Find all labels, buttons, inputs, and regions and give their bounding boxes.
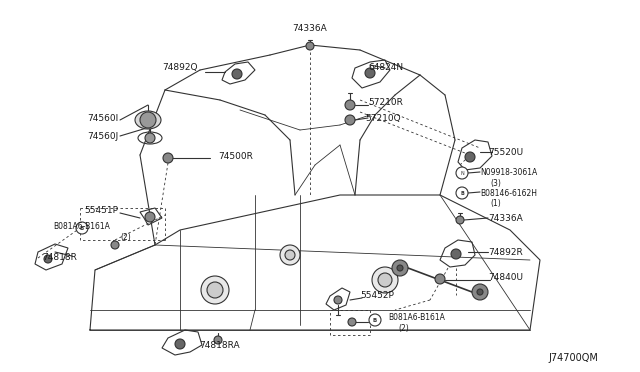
- Circle shape: [397, 265, 403, 271]
- Text: 74336A: 74336A: [292, 23, 328, 32]
- Text: (1): (1): [490, 199, 500, 208]
- Text: J74700QM: J74700QM: [548, 353, 598, 363]
- Text: 57210Q: 57210Q: [365, 113, 401, 122]
- Circle shape: [456, 167, 468, 179]
- Text: 74818RA: 74818RA: [200, 340, 240, 350]
- Circle shape: [435, 274, 445, 284]
- Circle shape: [306, 42, 314, 50]
- Text: N: N: [460, 170, 464, 176]
- Circle shape: [145, 212, 155, 222]
- Circle shape: [111, 241, 119, 249]
- Text: B: B: [80, 225, 84, 231]
- Text: 74560I: 74560I: [87, 113, 118, 122]
- Circle shape: [76, 222, 88, 234]
- Text: 75520U: 75520U: [488, 148, 523, 157]
- Circle shape: [378, 273, 392, 287]
- Text: 55451P: 55451P: [84, 205, 118, 215]
- Text: (2): (2): [398, 324, 409, 334]
- Text: 74892Q: 74892Q: [163, 62, 198, 71]
- Text: 74818R: 74818R: [42, 253, 77, 263]
- Text: B081A6-B161A: B081A6-B161A: [388, 314, 445, 323]
- Text: B081A6-B161A: B081A6-B161A: [53, 221, 110, 231]
- Circle shape: [477, 289, 483, 295]
- Text: 64824N: 64824N: [368, 62, 403, 71]
- Text: N09918-3061A: N09918-3061A: [480, 167, 537, 176]
- Circle shape: [163, 153, 173, 163]
- Circle shape: [201, 276, 229, 304]
- Circle shape: [207, 282, 223, 298]
- Circle shape: [345, 115, 355, 125]
- Circle shape: [280, 245, 300, 265]
- Circle shape: [44, 255, 52, 263]
- Ellipse shape: [135, 111, 161, 129]
- Circle shape: [372, 267, 398, 293]
- Text: B08146-6162H: B08146-6162H: [480, 189, 537, 198]
- Text: 74336A: 74336A: [488, 214, 523, 222]
- Circle shape: [456, 216, 464, 224]
- Text: (3): (3): [490, 179, 501, 187]
- Text: B: B: [373, 317, 377, 323]
- Circle shape: [472, 284, 488, 300]
- Text: 74560J: 74560J: [87, 131, 118, 141]
- Text: 55452P: 55452P: [360, 291, 394, 299]
- Circle shape: [175, 339, 185, 349]
- Circle shape: [365, 68, 375, 78]
- Circle shape: [145, 133, 155, 143]
- Circle shape: [334, 296, 342, 304]
- Text: 74892R: 74892R: [488, 247, 523, 257]
- Circle shape: [465, 152, 475, 162]
- Text: 74840U: 74840U: [488, 273, 523, 282]
- Circle shape: [214, 336, 222, 344]
- Text: 74500R: 74500R: [218, 151, 253, 160]
- Text: (2): (2): [120, 232, 131, 241]
- Circle shape: [392, 260, 408, 276]
- Text: B: B: [460, 190, 464, 196]
- Text: 57210R: 57210R: [368, 97, 403, 106]
- Circle shape: [140, 112, 156, 128]
- Circle shape: [456, 187, 468, 199]
- Circle shape: [369, 314, 381, 326]
- Circle shape: [348, 318, 356, 326]
- Circle shape: [232, 69, 242, 79]
- Circle shape: [345, 100, 355, 110]
- Circle shape: [285, 250, 295, 260]
- Circle shape: [451, 249, 461, 259]
